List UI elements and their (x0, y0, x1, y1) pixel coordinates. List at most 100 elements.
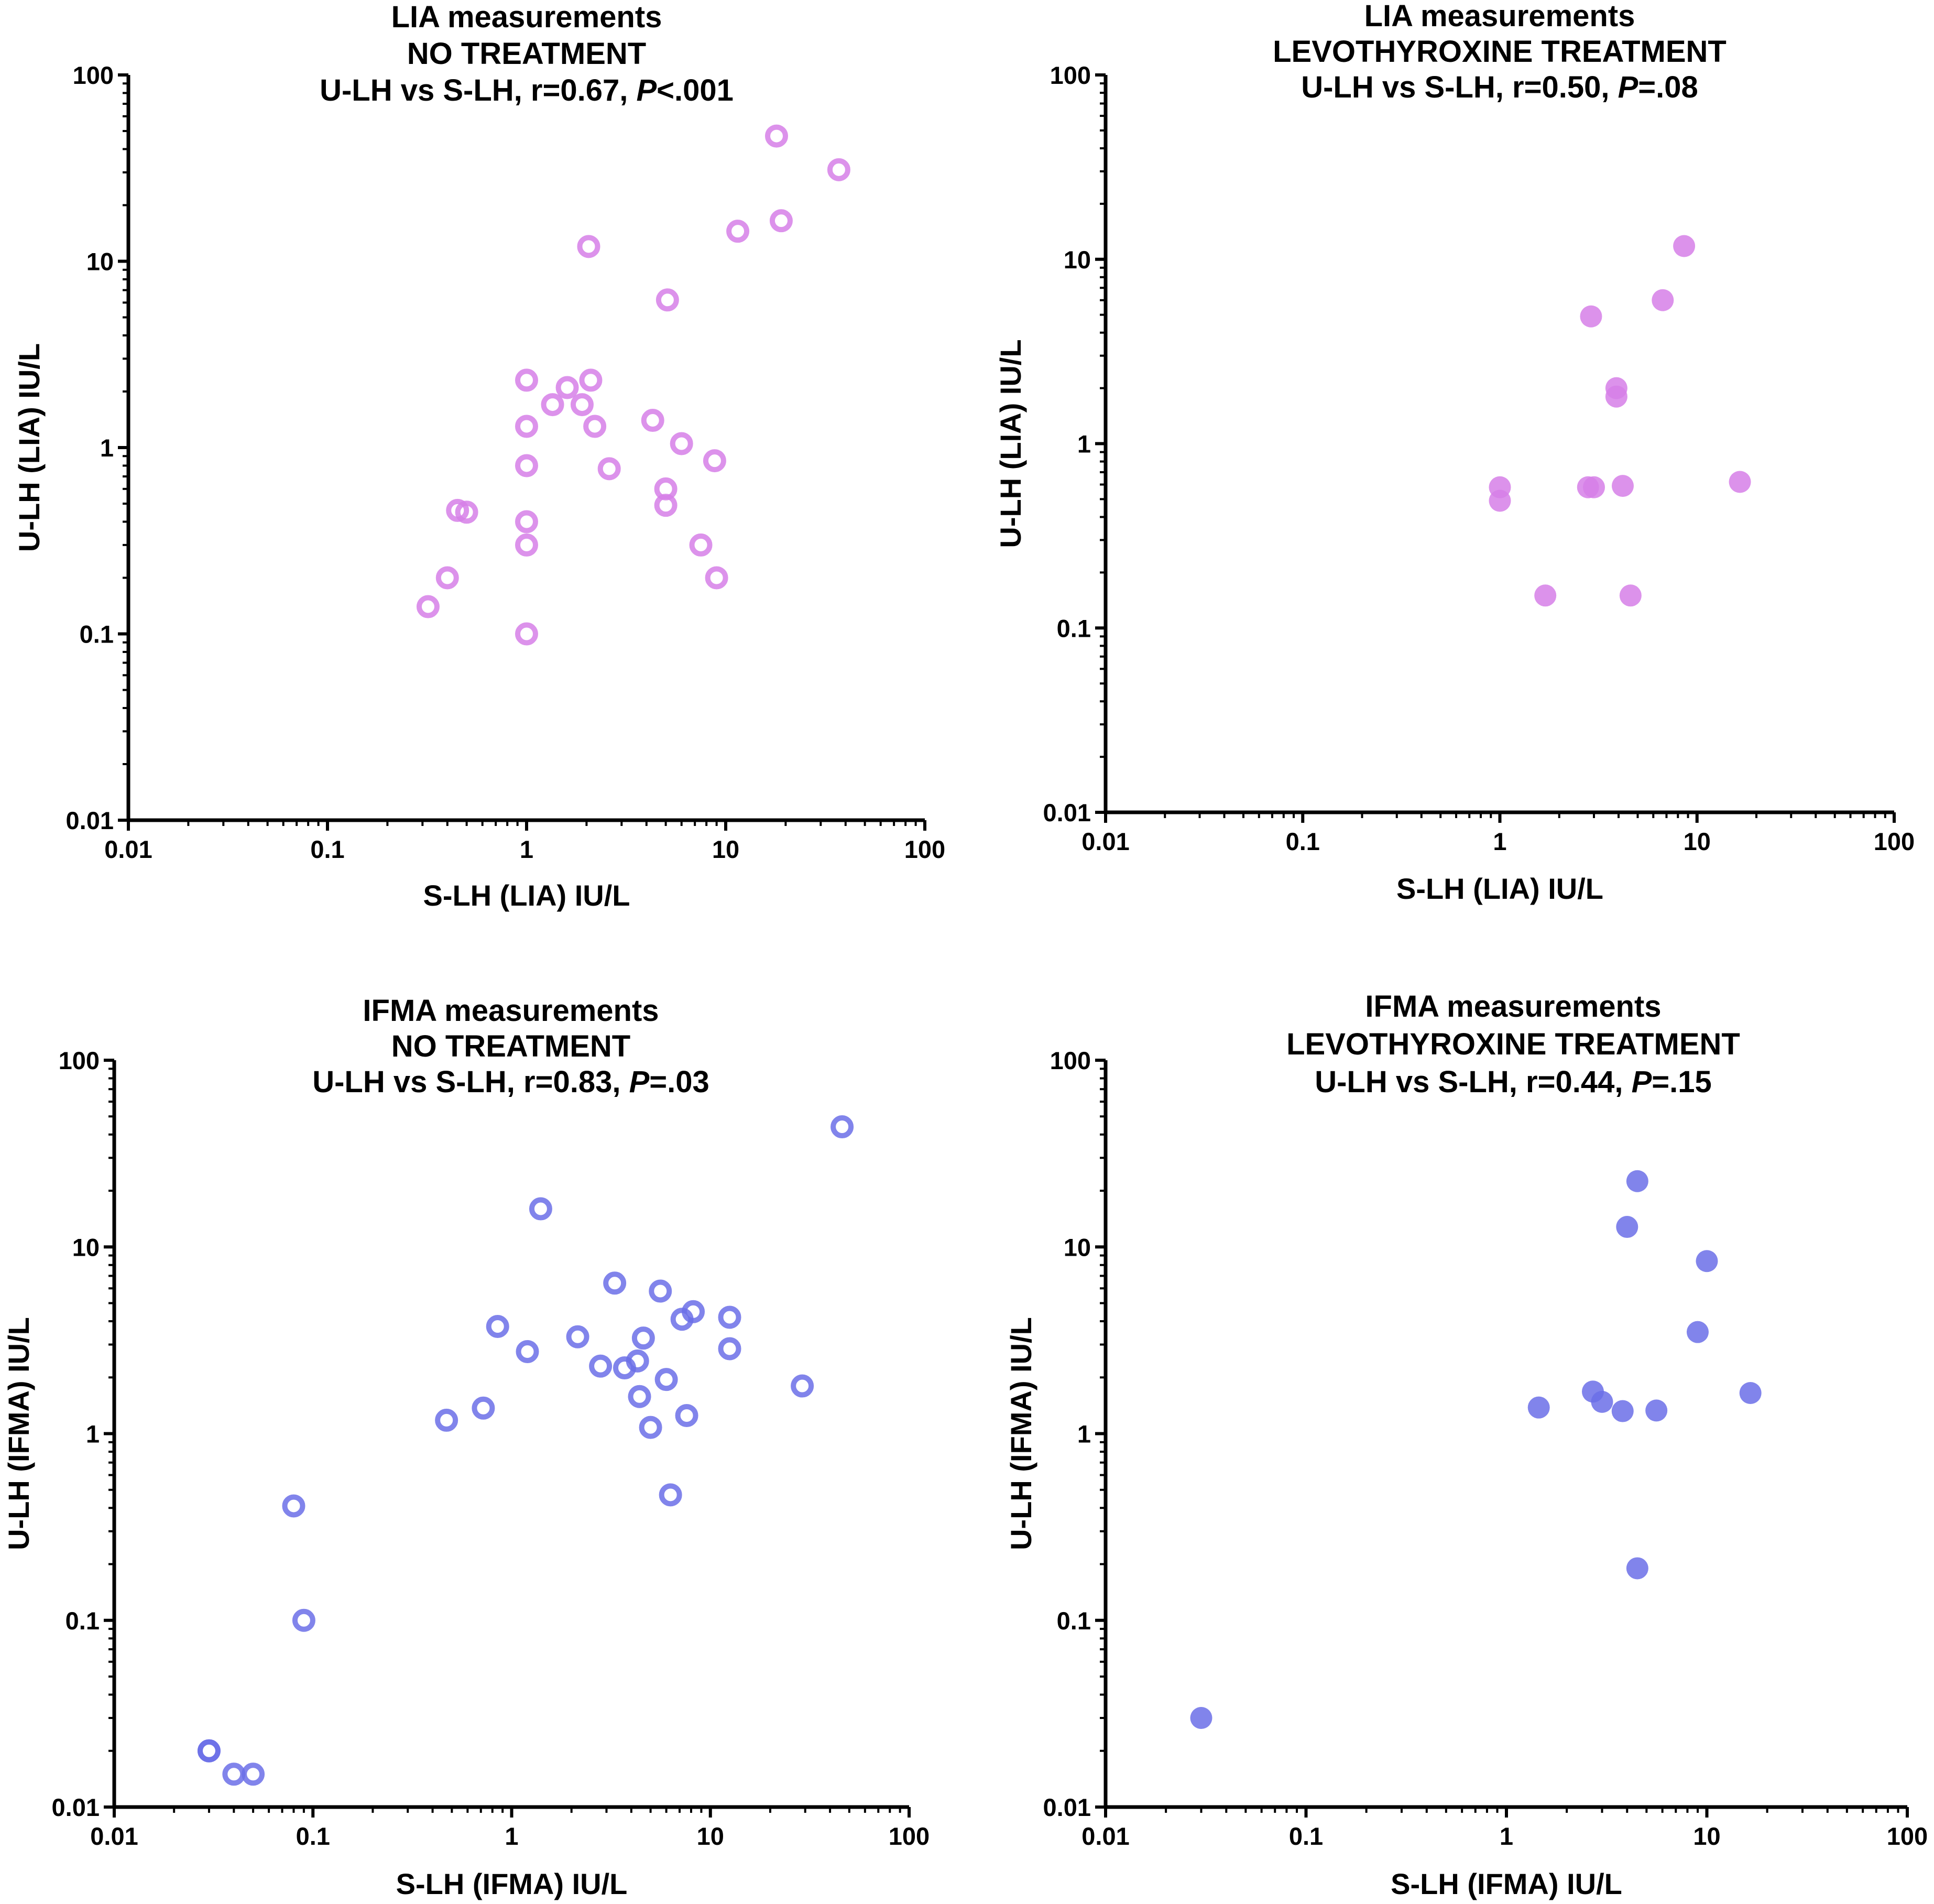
data-point (1616, 1216, 1638, 1238)
data-point (435, 1408, 458, 1432)
x-tick-label: 100 (889, 1822, 930, 1850)
data-point (1686, 1321, 1709, 1343)
chart-title-line-1: LIA measurements (391, 0, 662, 34)
x-tick-label: 10 (1684, 828, 1711, 855)
x-axis-label: S-LH (IFMA) IU/L (1391, 1867, 1622, 1900)
x-tick-label: 1 (505, 1822, 518, 1850)
y-tick-label: 1 (100, 434, 114, 462)
y-tick-label: 10 (1064, 246, 1091, 274)
data-point (1605, 385, 1627, 408)
data-point (641, 409, 664, 432)
data-point (1645, 1399, 1668, 1422)
chart-title-line-2: NO TREATMENT (391, 1029, 630, 1063)
data-point (515, 533, 538, 557)
chart-stat-line: U-LH vs S-LH, r=0.50, P=.08 (1301, 70, 1698, 104)
data-point (455, 501, 478, 524)
data-point (631, 1326, 655, 1350)
data-point (1591, 1390, 1613, 1413)
data-point (670, 432, 693, 455)
stat-suffix: <.001 (657, 73, 734, 107)
x-tick-label: 1 (1493, 828, 1506, 855)
data-point (603, 1271, 627, 1295)
stat-p-symbol: P (1618, 70, 1638, 104)
data-point (416, 595, 440, 618)
stat-prefix: U-LH vs S-LH, r=0.44, (1315, 1065, 1631, 1099)
data-point (831, 1115, 854, 1139)
data-point (515, 622, 538, 646)
y-tick-label: 0.1 (80, 621, 114, 648)
data-point (435, 566, 459, 590)
data-point (654, 1368, 678, 1391)
y-tick-label: 0.01 (1043, 799, 1091, 826)
data-point (1673, 235, 1696, 257)
x-tick-label: 0.1 (296, 1822, 330, 1850)
y-tick-label: 0.1 (1057, 614, 1091, 642)
data-point (1583, 476, 1605, 498)
y-tick-label: 0.1 (65, 1607, 100, 1635)
stat-prefix: U-LH vs S-LH, r=0.83, (312, 1065, 629, 1099)
y-tick-label: 10 (86, 248, 114, 276)
data-point (682, 1300, 705, 1323)
data-point (472, 1396, 495, 1420)
y-tick-label: 100 (1050, 61, 1091, 89)
data-point (1619, 584, 1642, 607)
data-point (769, 209, 793, 233)
data-point (555, 376, 579, 399)
x-tick-label: 0.1 (1286, 828, 1320, 855)
data-point (579, 368, 603, 392)
data-point (649, 1279, 672, 1303)
data-point (515, 415, 538, 438)
chart-title-line-2: LEVOTHYROXINE TREATMENT (1273, 35, 1727, 69)
y-axis-label: U-LH (IFMA) IU/L (1004, 1317, 1037, 1550)
x-tick-label: 0.01 (1081, 828, 1129, 855)
x-tick-label: 100 (1874, 828, 1915, 855)
data-point (1489, 489, 1511, 512)
data-point (516, 1340, 539, 1363)
data-point (577, 235, 600, 258)
stat-suffix: =.15 (1652, 1065, 1712, 1099)
data-point (655, 288, 679, 312)
data-point (515, 454, 538, 477)
chart-title-line-2: LEVOTHYROXINE TREATMENT (1286, 1027, 1740, 1061)
data-point (675, 1403, 698, 1427)
data-point (597, 457, 621, 481)
y-tick-label: 1 (86, 1420, 100, 1448)
chart-stat-line: U-LH vs S-LH, r=0.44, P=.15 (1315, 1065, 1712, 1099)
data-point (718, 1305, 741, 1329)
y-axis-label: U-LH (LIA) IU/L (994, 339, 1027, 548)
x-tick-label: 0.01 (1081, 1822, 1129, 1850)
x-axis-label: S-LH (LIA) IU/L (1396, 872, 1603, 905)
stat-suffix: =.03 (649, 1065, 709, 1099)
chart-title-line-1: LIA measurements (1364, 0, 1635, 33)
stat-suffix: =.08 (1638, 70, 1698, 104)
y-tick-label: 1 (1077, 1420, 1091, 1448)
data-point (292, 1608, 315, 1632)
y-tick-label: 1 (1077, 430, 1091, 458)
data-point (529, 1197, 552, 1221)
stat-p-symbol: P (629, 1065, 650, 1099)
y-tick-label: 10 (72, 1233, 100, 1261)
chart-title-line-2: NO TREATMENT (407, 37, 646, 71)
x-axis-label: S-LH (IFMA) IU/L (396, 1867, 628, 1900)
data-point (1611, 1400, 1634, 1422)
chart-stat-line: U-LH vs S-LH, r=0.83, P=.03 (312, 1065, 709, 1099)
y-tick-label: 100 (59, 1047, 100, 1074)
x-tick-label: 0.1 (310, 835, 344, 863)
data-point (583, 415, 607, 438)
data-point (791, 1374, 814, 1398)
x-tick-label: 10 (697, 1822, 724, 1850)
y-tick-label: 0.01 (66, 807, 114, 834)
data-point (1527, 1396, 1550, 1419)
data-point (486, 1315, 509, 1339)
data-point (827, 158, 850, 181)
data-point (515, 510, 538, 534)
y-tick-label: 0.01 (1043, 1793, 1091, 1821)
chart-stat-line: U-LH vs S-LH, r=0.67, P<.001 (320, 73, 734, 107)
data-point (1652, 289, 1674, 311)
x-tick-label: 10 (712, 835, 739, 863)
stat-p-symbol: P (636, 73, 657, 107)
